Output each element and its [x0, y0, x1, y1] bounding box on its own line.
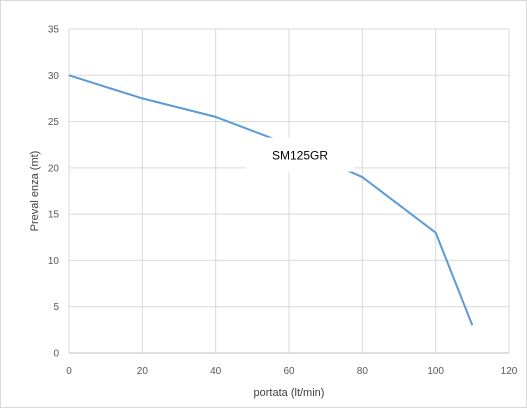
annotation-box: [246, 137, 354, 172]
gridlines: [68, 28, 510, 354]
x-tick-label-20: 20: [137, 366, 149, 377]
y-tick-label-15: 15: [48, 210, 60, 221]
series-line-0: [68, 74, 474, 326]
y-axis-title: Preval enza (mt): [29, 151, 41, 232]
x-tick-label-0: 0: [66, 366, 72, 377]
series-lines: [68, 74, 474, 326]
y-tick-label-5: 5: [53, 302, 59, 313]
y-tick-label-20: 20: [48, 163, 60, 174]
x-tick-label-80: 80: [357, 366, 369, 377]
y-tick-label-10: 10: [48, 256, 60, 267]
annotations: SM125GR: [246, 137, 354, 172]
y-tick-label-0: 0: [53, 349, 59, 360]
y-tick-label-30: 30: [48, 71, 60, 82]
series-name-label: SM125GR: [272, 149, 328, 163]
x-tick-label-120: 120: [501, 366, 518, 377]
y-tick-label-25: 25: [48, 117, 60, 128]
tick-labels: 0 5 10 15 20 25 30 35 0 20 40 60 80 100 120: [48, 25, 518, 378]
x-axis-title: portata (lt/min): [254, 387, 325, 399]
x-tick-label-60: 60: [283, 366, 295, 377]
x-tick-label-40: 40: [210, 366, 222, 377]
x-tick-label-100: 100: [427, 366, 444, 377]
y-tick-label-35: 35: [48, 25, 60, 36]
